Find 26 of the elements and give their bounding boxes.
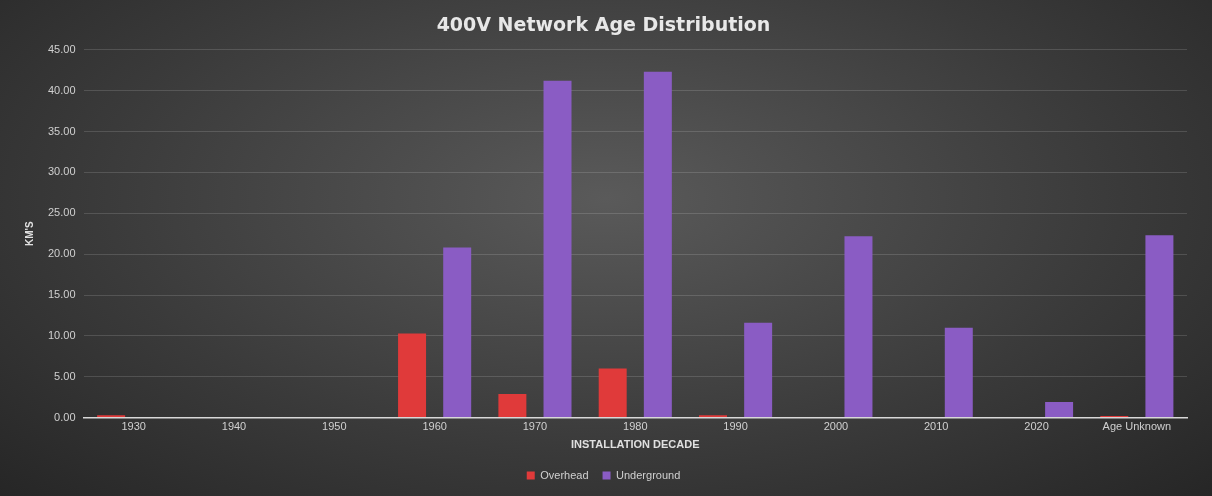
x-tick-label: Age Unknown — [1102, 420, 1172, 433]
y-tick-label: 45.00 — [48, 42, 76, 55]
y-tick-label: 20.00 — [48, 247, 76, 260]
y-tick-label: 10.00 — [48, 328, 76, 341]
x-tick-label: 2000 — [823, 420, 849, 433]
chart-title: 400V Network Age Distribution — [436, 13, 771, 36]
y-tick-label: 25.00 — [48, 206, 76, 219]
x-tick-label: 1930 — [121, 420, 146, 433]
y-tick-label: 15.00 — [48, 288, 76, 301]
y-tick-label: 5.00 — [54, 369, 76, 382]
legend-label: Underground — [616, 468, 681, 481]
y-axis-title: KM'S — [23, 221, 35, 246]
x-tick-label: 1980 — [623, 420, 648, 433]
x-tick-label: 2010 — [923, 420, 949, 433]
x-tick-label: 1960 — [422, 420, 447, 433]
y-tick-label: 30.00 — [48, 165, 76, 178]
y-tick-label: 40.00 — [48, 83, 76, 96]
x-tick-label: 1990 — [723, 420, 748, 433]
x-axis-title: INSTALLATION DECADE — [571, 438, 700, 451]
y-tick-label: 0.00 — [54, 410, 76, 423]
x-tick-label: 1970 — [522, 420, 548, 433]
legend-label: Overhead — [540, 468, 589, 481]
x-tick-label: 2020 — [1024, 420, 1049, 433]
x-tick-label: 1950 — [322, 420, 347, 433]
x-tick-label: 1940 — [221, 420, 247, 433]
y-tick-label: 35.00 — [48, 124, 76, 137]
